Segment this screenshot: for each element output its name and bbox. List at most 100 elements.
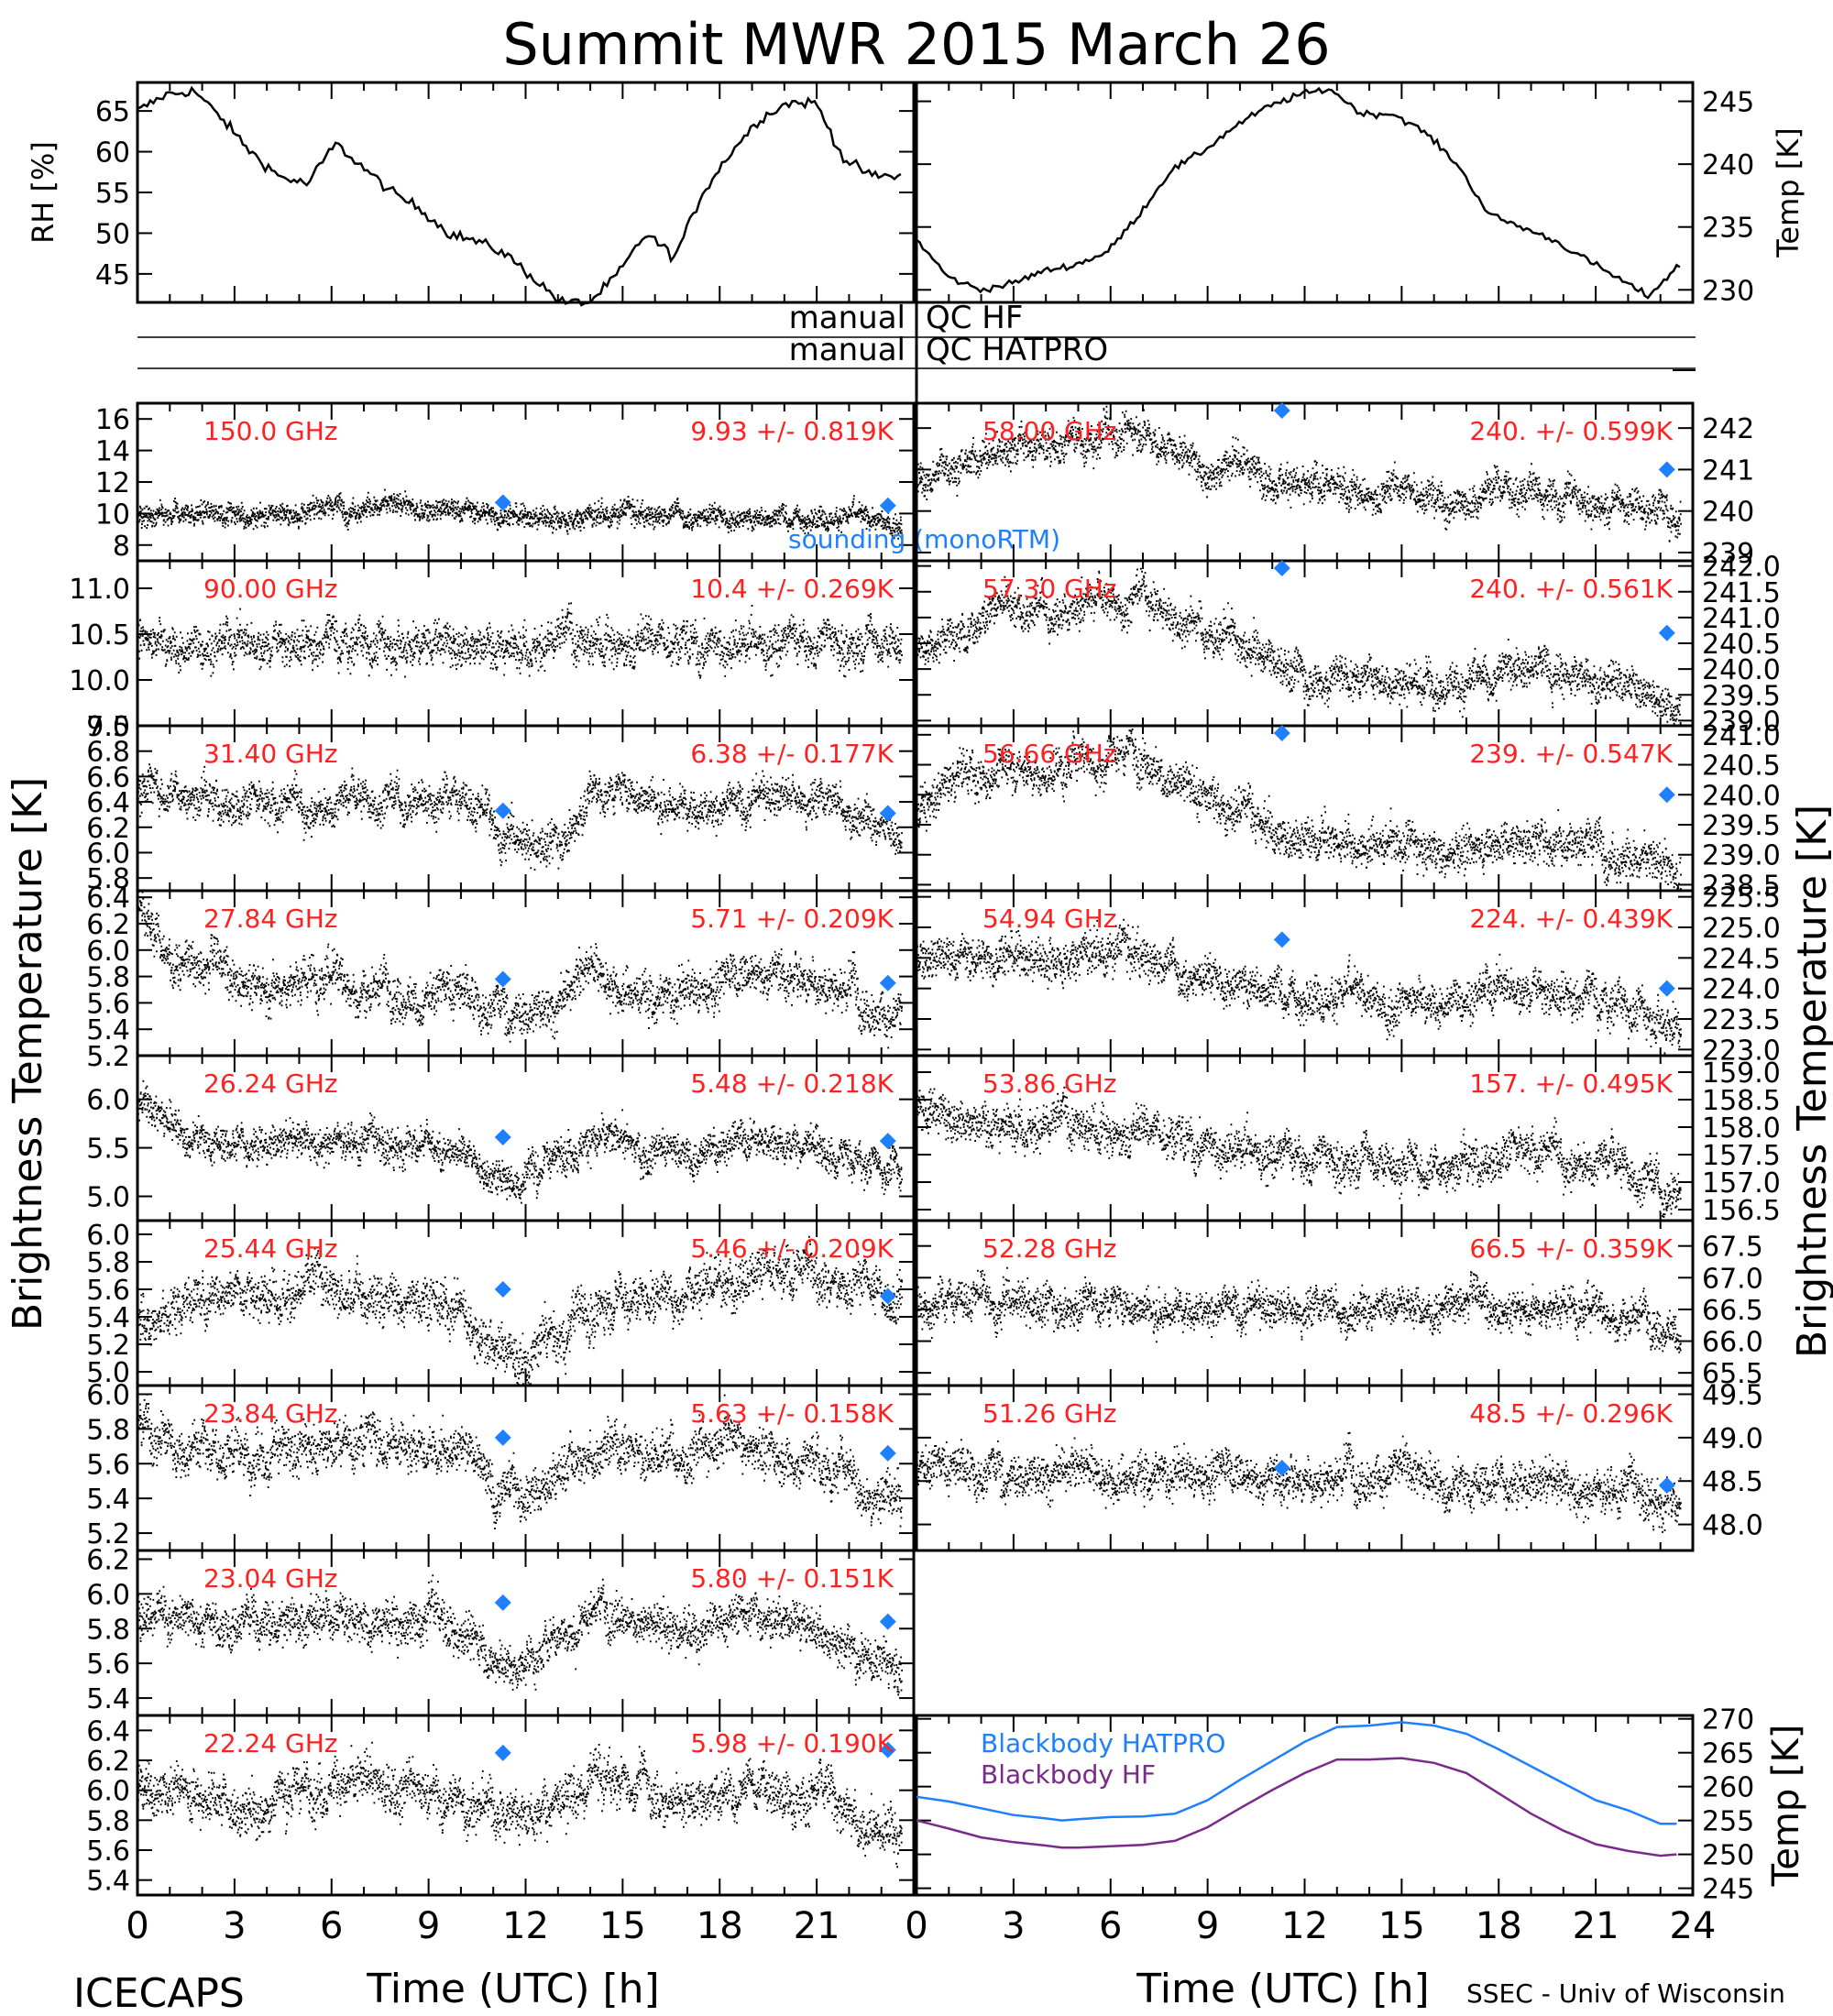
x-axis-label-right: Time (UTC) [h] <box>1136 1966 1429 2012</box>
y-tick-label: 10 <box>95 499 130 531</box>
y-tick-label: 245 <box>1702 87 1754 119</box>
sounding-marker <box>1658 461 1675 478</box>
y-tick-label: 241.0 <box>1702 603 1781 635</box>
series-trace <box>916 726 1682 891</box>
x-tick-label: 6 <box>1099 1905 1122 1947</box>
y-tick-label: 5.6 <box>86 1649 130 1681</box>
y-tick-label: 240.5 <box>1702 751 1781 783</box>
y-tick-label: 6.0 <box>86 1579 130 1611</box>
series-line <box>916 86 1681 300</box>
channel-stat: 240. +/- 0.599K <box>1469 416 1673 446</box>
channel-stat: 240. +/- 0.561K <box>1469 574 1673 604</box>
sounding-marker <box>1273 725 1290 741</box>
y-tick-label: 5.0 <box>86 1182 130 1214</box>
channel-stat: 6.38 +/- 0.177K <box>690 739 894 769</box>
x-tick-label: 18 <box>1476 1905 1522 1947</box>
panel-ch22: 5.45.65.86.06.26.4 22.24 GHz 5.98 +/- 0.19… <box>86 1714 916 1898</box>
y-tick-label: 6.0 <box>86 1085 130 1117</box>
y-tick-label: 240.5 <box>1702 629 1781 661</box>
y-tick-label: 159.0 <box>1702 1057 1781 1090</box>
y-tick-label: 242.0 <box>1702 552 1781 584</box>
y-tick-label: 158.0 <box>1702 1112 1781 1145</box>
sounding-marker <box>494 1594 511 1611</box>
series-trace <box>916 918 1682 1055</box>
y-tick-label: 240.0 <box>1702 654 1781 686</box>
y-tick-label: 66.0 <box>1702 1327 1763 1359</box>
channel-label: 90.00 GHz <box>203 574 338 604</box>
footer-left: ICECAPS <box>73 1970 245 2016</box>
series-trace <box>916 1431 1682 1533</box>
qc-hf-right-label: QC HF <box>926 300 1023 336</box>
y-axis-label: Temp [K] <box>1771 127 1806 257</box>
sounding-marker <box>1273 1460 1290 1476</box>
y-tick-label: 225.5 <box>1702 882 1781 915</box>
x-tick-label: 21 <box>1573 1905 1619 1947</box>
x-tick-label: 3 <box>1002 1905 1025 1947</box>
channel-label: 58.00 GHz <box>982 416 1117 446</box>
series-trace <box>137 1741 903 1868</box>
y-tick-label: 240 <box>1702 149 1754 181</box>
y-tick-label: 223.5 <box>1702 1004 1781 1036</box>
x-tick-label: 3 <box>223 1905 246 1947</box>
y-tick-label: 6.2 <box>86 813 130 845</box>
y-tick-label: 9.5 <box>86 711 130 743</box>
channel-label: 26.24 GHz <box>203 1068 338 1099</box>
x-axis-label-left: Time (UTC) [h] <box>366 1966 659 2012</box>
y-axis-label-left: Brightness Temperature [K] <box>5 777 51 1331</box>
y-tick-label: 5.8 <box>86 1805 130 1837</box>
series-trace <box>137 891 903 1049</box>
panel-ch58: 239 240 241 242 58.00 GHz 240. +/- 0.599K <box>915 401 1754 570</box>
channel-label: 22.24 GHz <box>203 1728 338 1759</box>
channel-stat: 5.71 +/- 0.209K <box>690 904 894 934</box>
panel-ch26: 5.0 5.5 6.0 26.24 GHz 5.48 +/- 0.218K <box>86 1054 916 1222</box>
legend-entry: Blackbody HATPRO <box>981 1728 1225 1759</box>
qc-hatpro-right-label: QC HATPRO <box>926 332 1108 368</box>
legend-entry: Blackbody HF <box>981 1759 1156 1790</box>
y-tick-label: 10.0 <box>69 665 130 697</box>
y-tick-label: 239.0 <box>1702 840 1781 872</box>
series-trace <box>916 1086 1682 1218</box>
panel-ch25: 5.05.25.45.65.86.0 25.44 GHz 5.46 +/- 0.20… <box>86 1219 916 1389</box>
y-tick-label: 45 <box>95 259 130 291</box>
sounding-marker <box>879 1133 896 1150</box>
channel-label: 31.40 GHz <box>203 739 338 769</box>
y-tick-label: 66.5 <box>1702 1295 1763 1327</box>
series-trace <box>137 1574 903 1696</box>
y-tick-label: 55 <box>95 178 130 210</box>
sounding-marker <box>1273 402 1290 419</box>
y-tick-label: 239.5 <box>1702 810 1781 842</box>
sounding-marker <box>879 1613 896 1630</box>
sounding-marker <box>1273 931 1290 948</box>
channel-stat: 157. +/- 0.495K <box>1469 1068 1673 1099</box>
y-tick-label: 5.6 <box>86 1449 130 1481</box>
series-trace <box>137 488 903 542</box>
y-tick-label: 5.6 <box>86 1275 130 1307</box>
y-tick-label: 158.5 <box>1702 1085 1781 1117</box>
y-tick-label: 6.0 <box>86 936 130 968</box>
sounding-marker <box>494 1281 511 1298</box>
y-tick-label: 5.8 <box>86 962 130 994</box>
x-tick-label: 9 <box>417 1905 440 1947</box>
x-tick-label: 0 <box>905 1905 927 1947</box>
channel-stat: 224. +/- 0.439K <box>1469 904 1673 934</box>
panel-ch23_84: 5.25.45.65.86.0 23.84 GHz 5.63 +/- 0.158K <box>86 1379 916 1552</box>
panel-rh: 45 50 55 60 65 RH [%] <box>26 81 916 307</box>
x-tick-label: 24 <box>1670 1905 1717 1947</box>
y-tick-label: 6.2 <box>86 1544 130 1576</box>
y-tick-label: 239.0 <box>1702 706 1781 738</box>
x-tick-label: 21 <box>794 1905 840 1947</box>
x-tick-label: 12 <box>1281 1905 1328 1947</box>
panel-ch51: 48.0 48.5 49.0 49.5 51.26 GHz 48.5 +/- 0.296K <box>915 1379 1763 1552</box>
sounding-marker <box>494 1744 511 1761</box>
channel-label: 27.84 GHz <box>203 904 338 934</box>
sounding-marker <box>494 970 511 988</box>
x-tick-label: 12 <box>502 1905 549 1947</box>
sounding-marker <box>879 497 896 514</box>
y-tick-label: 65 <box>95 96 130 128</box>
y-tick-label: 11.0 <box>69 574 130 606</box>
y-tick-label: 241.0 <box>1702 720 1781 752</box>
